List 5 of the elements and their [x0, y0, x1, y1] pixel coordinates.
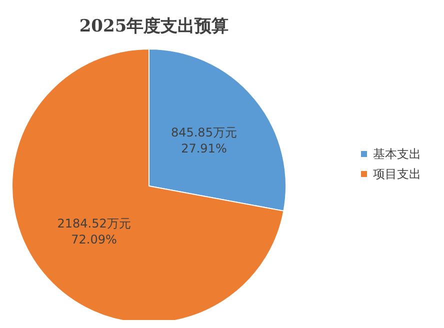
legend-label: 基本支出: [373, 147, 421, 161]
data-label: 845.85万元 27.91%: [170, 125, 237, 156]
data-label: 2184.52万元 72.09%: [57, 216, 131, 247]
chart-title: 2025年度支出预算: [79, 16, 229, 36]
legend-label: 项目支出: [373, 167, 421, 181]
